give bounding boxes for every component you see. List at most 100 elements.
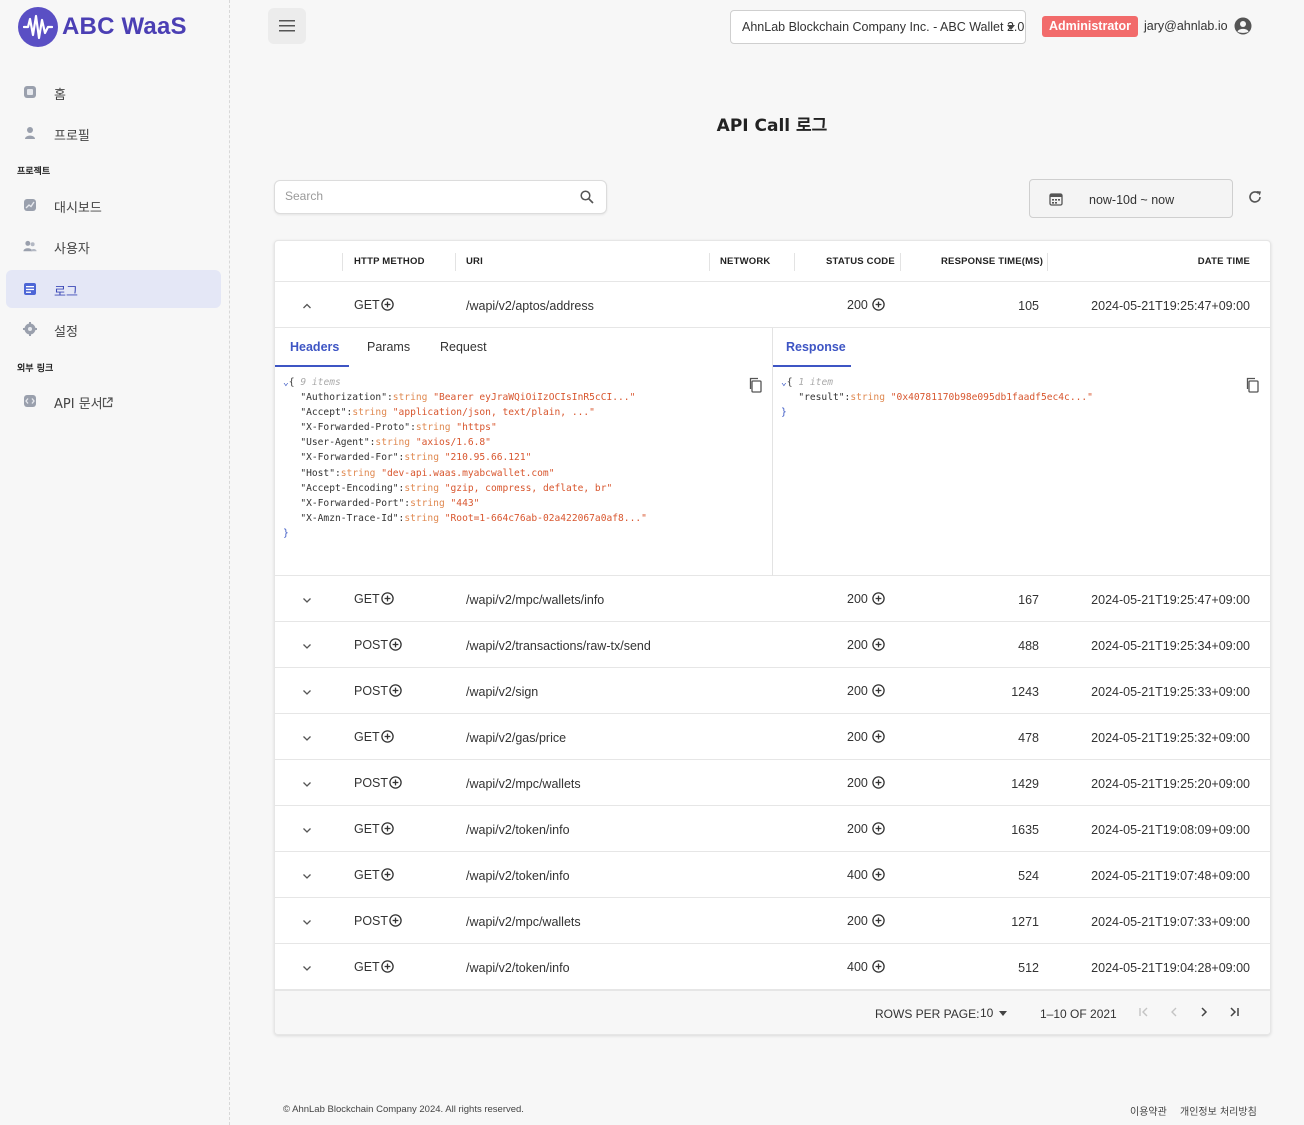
add-filter-icon[interactable] [872,868,885,881]
table-row[interactable]: POST/wapi/v2/sign 200 1243 2024-05-21T19:25… [275,668,1270,714]
user-email: jary@ahnlab.io [1144,19,1228,33]
project-select[interactable]: AhnLab Blockchain Company Inc. - ABC Wal… [730,10,1026,44]
chevron-up-icon[interactable] [302,299,312,309]
tab-request[interactable]: Request [440,340,487,354]
add-filter-icon[interactable] [381,730,394,743]
chevron-down-icon[interactable] [302,869,312,879]
sidebar-item-api-docs[interactable]: API 문서 [6,382,221,420]
first-page-icon[interactable] [1137,1005,1151,1019]
brand-logo[interactable]: ABC WaaS [18,6,187,48]
refresh-icon[interactable] [1247,189,1263,205]
chevron-down-icon[interactable] [302,777,312,787]
table-row[interactable]: GET/wapi/v2/gas/price 200 478 2024-05-21T19… [275,714,1270,760]
search-icon[interactable] [580,190,594,204]
table-row[interactable]: GET/wapi/v2/aptos/address 200 105 2024-05-2… [275,282,1270,328]
table-row[interactable]: GET/wapi/v2/token/info 400 512 2024-05-21T1… [275,944,1270,990]
add-filter-icon[interactable] [872,776,885,789]
sidebar-item-users[interactable]: 사용자 [6,227,221,265]
footer-link-privacy[interactable]: 개인정보 처리방침 [1180,1107,1257,1118]
column-header-uri[interactable]: URI [466,256,483,267]
uri: /wapi/v2/mpc/wallets [466,915,581,929]
headers-json-viewer: ⌄{ 9 items "Authorization":string "Beare… [283,377,647,539]
tab-response[interactable]: Response [786,340,846,354]
chevron-down-icon[interactable] [302,915,312,925]
table-row[interactable]: POST/wapi/v2/transactions/raw-tx/send 200… [275,622,1270,668]
sidebar-item-logs[interactable]: 로그 [6,270,221,308]
sidebar-item-label: 설정 [54,325,78,340]
response-json-viewer: ⌄{ 1 item "result":string "0x40781170b98… [781,377,1093,419]
chevron-down-icon[interactable] [302,639,312,649]
request-tabs: Headers Params Request [275,328,772,368]
users-icon [23,239,37,253]
add-filter-icon[interactable] [381,868,394,881]
rows-per-page-select[interactable]: 10 [980,1006,994,1020]
uri: /wapi/v2/aptos/address [466,299,594,313]
add-filter-icon[interactable] [872,684,885,697]
menu-toggle-button[interactable] [268,8,306,44]
json-type: string [340,467,376,479]
add-filter-icon[interactable] [389,638,402,651]
chevron-down-icon[interactable] [302,961,312,971]
uri: /wapi/v2/transactions/raw-tx/send [466,639,651,653]
json-key: "X-Forwarded-Port" [300,497,405,509]
add-filter-icon[interactable] [872,730,885,743]
api-log-table: HTTP METHOD URI NETWORK STATUS CODE RESP… [274,240,1271,1035]
column-header-date-time[interactable]: DATE TIME [1197,256,1250,267]
add-filter-icon[interactable] [872,960,885,973]
chevron-down-icon[interactable] [302,685,312,695]
add-filter-icon[interactable] [381,822,394,835]
response-time: 478 [1018,731,1039,745]
column-header-network[interactable]: NETWORK [720,256,771,267]
add-filter-icon[interactable] [381,592,394,605]
next-page-icon[interactable] [1197,1005,1211,1019]
status-code: 200 [847,822,868,836]
date-range-picker[interactable]: now-10d ~ now [1029,179,1233,218]
chevron-down-icon[interactable] [302,823,312,833]
search-input[interactable] [285,189,565,203]
table-row[interactable]: POST/wapi/v2/mpc/wallets 200 1429 2024-05-2… [275,760,1270,806]
add-filter-icon[interactable] [872,638,885,651]
hamburger-icon [279,20,295,32]
add-filter-icon[interactable] [381,960,394,973]
previous-page-icon[interactable] [1167,1005,1181,1019]
date-time: 2024-05-21T19:25:32+09:00 [1091,731,1250,745]
last-page-icon[interactable] [1227,1005,1241,1019]
copy-icon[interactable] [1245,377,1259,393]
add-filter-icon[interactable] [872,914,885,927]
column-header-http-method[interactable]: HTTP METHOD [354,256,425,267]
http-method: POST [354,776,389,790]
tab-params[interactable]: Params [367,340,411,354]
chevron-down-icon[interactable] [999,1011,1007,1016]
add-filter-icon[interactable] [389,684,402,697]
add-filter-icon[interactable] [389,776,402,789]
sidebar-item-profile[interactable]: 프로필 [6,114,221,152]
chevron-down-icon[interactable] [302,731,312,741]
add-filter-icon[interactable] [872,298,885,311]
json-value: "210.95.66.121" [444,452,532,464]
table-row[interactable]: GET/wapi/v2/mpc/wallets/info 200 167 2024-0… [275,576,1270,622]
table-row[interactable]: GET/wapi/v2/token/info 200 1635 2024-05-21T… [275,806,1270,852]
account-circle-icon[interactable] [1234,17,1252,35]
column-header-status-code[interactable]: STATUS CODE [826,256,895,267]
copy-icon[interactable] [748,377,762,393]
column-header-response-time[interactable]: RESPONSE TIME(MS) [941,256,1044,267]
footer-link-terms[interactable]: 이용약관 [1130,1107,1167,1118]
sidebar-item-dashboard[interactable]: 대시보드 [6,186,221,224]
add-filter-icon[interactable] [389,914,402,927]
status-code: 200 [847,638,868,652]
json-key: "Accept" [300,407,347,419]
add-filter-icon[interactable] [872,822,885,835]
tab-headers[interactable]: Headers [290,340,340,354]
add-filter-icon[interactable] [872,592,885,605]
json-key: "Accept-Encoding" [300,482,399,494]
table-row[interactable]: POST/wapi/v2/mpc/wallets 200 1271 2024-05-2… [275,898,1270,944]
http-method: GET [354,592,380,606]
date-time: 2024-05-21T19:25:34+09:00 [1091,639,1250,653]
json-value: "https" [456,422,497,434]
sidebar-item-settings[interactable]: 설정 [6,310,221,348]
table-row[interactable]: GET/wapi/v2/token/info 400 524 2024-05-21T1… [275,852,1270,898]
json-key: "result" [798,392,845,404]
add-filter-icon[interactable] [381,298,394,311]
sidebar-item-home[interactable]: 홈 [6,73,221,111]
chevron-down-icon[interactable] [302,593,312,603]
